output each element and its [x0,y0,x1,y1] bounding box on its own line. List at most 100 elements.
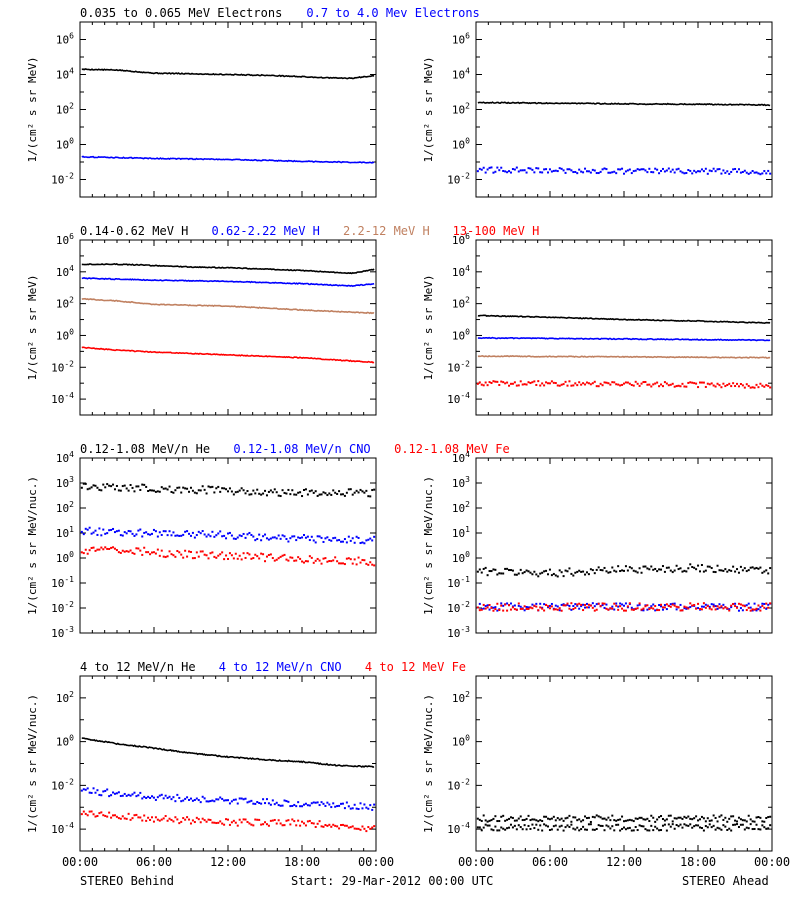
data-point [197,555,200,558]
data-point [767,169,770,172]
data-point [554,169,557,172]
data-point [367,563,370,566]
data-point [156,490,159,493]
data-point [264,489,267,492]
y-tick-label: 100 [56,137,74,152]
data-point [548,818,551,821]
data-point [328,492,331,495]
data-point [244,818,247,821]
data-point [736,568,739,571]
y-axis-label: 1/(cm² s sr MeV/nuc.) [422,476,435,615]
data-point [488,608,491,611]
data-point [634,380,637,383]
data-point [767,816,770,819]
data-point [584,828,587,831]
data-point [632,829,635,832]
data-point [578,607,581,610]
data-point [306,820,309,823]
data-point [564,569,567,572]
data-point [256,488,259,491]
data-point [728,172,731,175]
data-point [168,550,171,553]
data-point [228,487,231,490]
data-point [240,797,243,800]
data-point [188,798,191,801]
data-point [340,540,343,543]
data-point [112,527,115,530]
data-point [217,798,220,801]
data-point [164,487,167,490]
data-point [545,381,548,384]
data-point [515,384,518,387]
data-series [81,297,375,315]
data-point [314,559,317,562]
data-point [108,811,111,814]
data-point [673,602,676,605]
data-point [302,803,305,806]
data-point [591,382,594,385]
data-point [728,827,731,830]
data-point [564,380,567,383]
data-point [767,606,770,609]
data-point [363,559,366,562]
data-point [193,491,196,494]
data-point [547,605,550,608]
data-point [275,558,278,561]
data-point [328,560,331,563]
data-point [332,489,335,492]
plot-frame [475,675,773,852]
data-point [700,605,703,608]
data-point [365,830,368,833]
data-point [650,171,653,174]
data-point [720,172,723,175]
data-point [484,823,487,826]
data-point [761,604,764,607]
data-point [297,536,300,539]
data-point [529,167,532,170]
data-point [517,602,520,605]
data-point [189,822,192,825]
data-point [106,483,109,486]
data-point [718,815,721,818]
data-point [320,536,323,539]
data-point [708,607,711,610]
data-point [273,818,276,821]
data-point [547,817,550,820]
data-point [301,560,304,563]
data-point [722,169,725,172]
y-tick-label: 103 [452,475,470,490]
data-point [572,816,575,819]
data-point [92,787,95,790]
data-point [240,487,243,490]
data-point [498,609,501,612]
data-point [285,537,288,540]
data-point [197,530,200,533]
data-point [697,607,700,610]
data-point [665,818,668,821]
data-point [164,530,167,533]
data-point [312,801,315,804]
data-point [357,536,360,539]
data-point [747,602,750,605]
data-point [258,492,261,495]
data-point [123,792,126,795]
data-point [504,819,507,822]
data-point [316,822,319,825]
data-point [508,826,511,829]
data-point [560,817,563,820]
data-point [369,804,372,807]
y-axis-label: 1/(cm² s sr MeV/nuc.) [422,694,435,833]
data-point [158,554,161,557]
y-tick-label: 10-3 [447,625,470,640]
data-point [749,818,752,821]
data-point [119,489,122,492]
data-point [677,384,680,387]
data-point [310,802,313,805]
data-point [496,573,499,576]
data-point [295,824,298,827]
data-point [511,816,514,819]
data-point [125,487,128,490]
data-point [184,818,187,821]
data-point [320,801,323,804]
data-point [162,487,165,490]
